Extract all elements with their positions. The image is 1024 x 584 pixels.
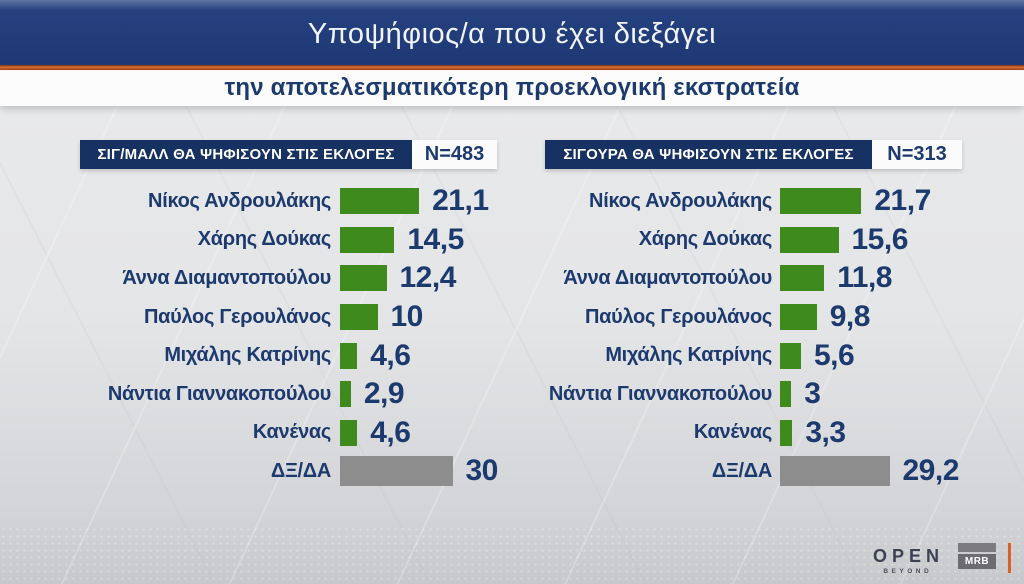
value-label: 21,7 xyxy=(874,184,931,218)
chart-header: ΣΙΓΟΥΡΑ ΘΑ ΨΗΦΙΣΟΥΝ ΣΤΙΣ ΕΚΛΟΓΕΣ N=313 xyxy=(545,140,962,169)
value-label: 9,8 xyxy=(829,300,871,334)
chart-row: Νίκος Ανδρουλάκης 21,1 xyxy=(80,182,550,221)
footer-logos: OPEN BEYOND MRB xyxy=(868,543,1012,575)
title-line-2: την αποτελεσματικότερη προεκλογική εκστρ… xyxy=(224,74,800,101)
chart-row: Παύλος Γερουλάνος 9,8 xyxy=(545,298,1015,337)
category-label: Μιχάλης Κατρίνης xyxy=(164,344,331,367)
open-logo-text: OPEN xyxy=(873,546,945,566)
title-banner: Υποψήφιος/α που έχει διεξάγει xyxy=(0,0,1024,65)
mrb-agency-logo: MRB xyxy=(958,543,997,569)
category-label: ΔΞ/ΔΑ xyxy=(711,459,772,482)
title-line-1: Υποψήφιος/α που έχει διεξάγει xyxy=(307,18,717,50)
category-label: Παύλος Γερουλάνος xyxy=(144,305,331,328)
value-label: 3 xyxy=(804,377,821,411)
bar-green xyxy=(340,188,420,215)
orange-tick-mark xyxy=(1008,543,1012,573)
chart-panel-likely-voters: ΣΙΓ/ΜΑΛΛ ΘΑ ΨΗΦΙΣΟΥΝ ΣΤΙΣ ΕΚΛΟΓΕΣ N=483 … xyxy=(80,140,550,491)
sample-size-badge: N=483 xyxy=(424,143,485,165)
category-label: Κανένας xyxy=(252,421,331,444)
bar-green xyxy=(340,381,351,408)
value-label: 4,6 xyxy=(370,415,411,449)
bar-gray xyxy=(340,456,453,487)
chart-row: Χάρης Δούκας 14,5 xyxy=(80,221,550,260)
value-label: 30 xyxy=(465,454,499,488)
bar-green xyxy=(780,265,825,292)
bar-green xyxy=(340,265,387,292)
chart-row: Μιχάλης Κατρίνης 5,6 xyxy=(545,336,1015,375)
chart-row: Νάντια Γιαννακοπούλου 2,9 xyxy=(80,375,550,414)
bar-green xyxy=(780,419,793,446)
bar-green xyxy=(780,226,839,253)
chart-row: ΔΞ/ΔΑ 29,2 xyxy=(545,452,1015,491)
category-label: Άννα Διαμαντοπούλου xyxy=(563,266,772,289)
category-label: Χάρης Δούκας xyxy=(638,228,773,251)
chart-row: Κανένας 3,3 xyxy=(545,414,1015,453)
chart-row: ΔΞ/ΔΑ 30 xyxy=(80,452,550,491)
value-label: 3,3 xyxy=(805,415,846,449)
value-label: 21,1 xyxy=(432,184,489,218)
bar-green xyxy=(340,226,395,253)
value-label: 15,6 xyxy=(851,222,909,256)
chart-row: Παύλος Γερουλάνος 10 xyxy=(80,298,550,337)
chart-header: ΣΙΓ/ΜΑΛΛ ΘΑ ΨΗΦΙΣΟΥΝ ΣΤΙΣ ΕΚΛΟΓΕΣ N=483 xyxy=(80,140,497,169)
category-label: Άννα Διαμαντοπούλου xyxy=(122,266,331,289)
bar-green xyxy=(780,188,862,215)
chart-row: Κανένας 4,6 xyxy=(80,414,550,453)
category-label: Μιχάλης Κατρίνης xyxy=(605,344,772,367)
value-label: 11,8 xyxy=(837,261,892,295)
chart-row: Μιχάλης Κατρίνης 4,6 xyxy=(80,336,550,375)
chart-header-title: ΣΙΓ/ΜΑΛΛ ΘΑ ΨΗΦΙΣΟΥΝ ΣΤΙΣ ΕΚΛΟΓΕΣ xyxy=(80,140,412,169)
category-label: ΔΞ/ΔΑ xyxy=(270,459,331,482)
bar-green xyxy=(340,304,378,331)
bar-green xyxy=(340,419,358,446)
chart-row: Άννα Διαμαντοπούλου 11,8 xyxy=(545,259,1015,298)
open-logo-subtext: BEYOND xyxy=(883,568,933,575)
mrb-logo-text: MRB xyxy=(958,554,997,569)
value-label: 2,9 xyxy=(363,377,405,411)
bar-green xyxy=(780,304,817,331)
category-label: Χάρης Δούκας xyxy=(197,228,332,251)
category-label: Παύλος Γερουλάνος xyxy=(585,305,772,328)
bar-green xyxy=(780,381,792,408)
orange-divider xyxy=(0,65,1024,70)
category-label: Νίκος Ανδρουλάκης xyxy=(589,189,772,212)
open-channel-logo: OPEN BEYOND xyxy=(868,546,944,575)
category-label: Νάντια Γιαννακοπούλου xyxy=(548,382,772,405)
chart-rows: Νίκος Ανδρουλάκης 21,7 Χάρης Δούκας 15,6 Άνν… xyxy=(545,182,1015,491)
value-label: 10 xyxy=(390,300,424,334)
category-label: Κανένας xyxy=(693,421,772,444)
chart-row: Χάρης Δούκας 15,6 xyxy=(545,221,1015,260)
mrb-logo-bar xyxy=(958,543,997,552)
bar-green xyxy=(340,342,358,369)
chart-row: Νάντια Γιαννακοπούλου 3 xyxy=(545,375,1015,414)
value-label: 14,5 xyxy=(407,222,464,256)
value-label: 12,4 xyxy=(399,261,457,295)
category-label: Νίκος Ανδρουλάκης xyxy=(148,189,331,212)
chart-row: Άννα Διαμαντοπούλου 12,4 xyxy=(80,259,550,298)
value-label: 5,6 xyxy=(814,338,855,372)
subtitle-banner: την αποτελεσματικότερη προεκλογική εκστρ… xyxy=(0,70,1024,106)
bar-green xyxy=(780,342,801,369)
value-label: 29,2 xyxy=(902,454,960,488)
value-label: 4,6 xyxy=(370,338,411,372)
chart-header-title: ΣΙΓΟΥΡΑ ΘΑ ΨΗΦΙΣΟΥΝ ΣΤΙΣ ΕΚΛΟΓΕΣ xyxy=(545,140,872,169)
chart-row: Νίκος Ανδρουλάκης 21,7 xyxy=(545,182,1015,221)
bar-gray xyxy=(780,456,890,487)
sample-size-badge: N=313 xyxy=(887,143,947,165)
chart-panel-certain-voters: ΣΙΓΟΥΡΑ ΘΑ ΨΗΦΙΣΟΥΝ ΣΤΙΣ ΕΚΛΟΓΕΣ N=313 Ν… xyxy=(545,140,1015,491)
category-label: Νάντια Γιαννακοπούλου xyxy=(107,382,331,405)
chart-rows: Νίκος Ανδρουλάκης 21,1 Χάρης Δούκας 14,5 Άνν… xyxy=(80,182,550,491)
